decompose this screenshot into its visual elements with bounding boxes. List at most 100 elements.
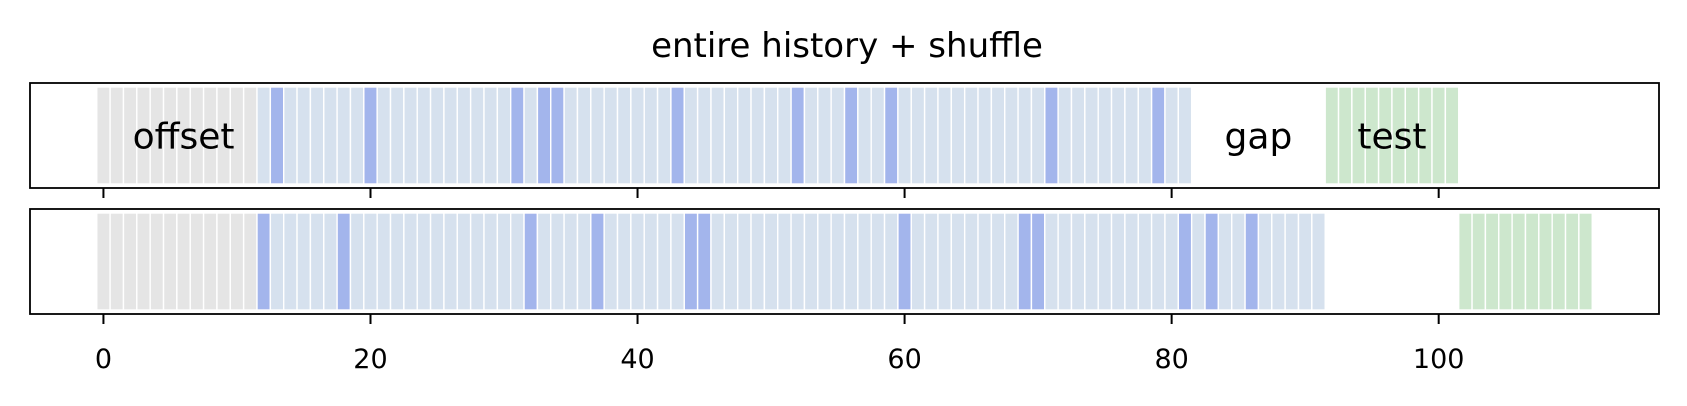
annotation-gap: gap [1225,117,1293,158]
train-cell-80 [1164,86,1180,185]
train-cell-57 [857,86,872,185]
train-cell-60 [897,86,912,185]
train-cell-70 [1030,86,1046,185]
validation-cell-81 [1177,212,1193,311]
train-cell-51 [777,86,792,185]
train-cell-62 [923,86,939,185]
train-cell-12 [256,86,272,185]
train-cell-47 [723,212,739,311]
train-cell-76 [1110,212,1126,311]
train-cell-56 [843,212,859,311]
train-cell-35 [563,212,579,311]
train-cell-42 [656,86,672,185]
train-cell-52 [790,212,806,311]
train-cell-45 [696,86,712,185]
train-cell-40 [630,86,645,185]
annotation-test: test [1357,117,1426,158]
train-cell-77 [1124,86,1139,185]
validation-cell-83 [1204,212,1220,311]
train-cell-46 [710,212,726,311]
train-cell-23 [403,212,418,311]
test-cell-106 [1511,212,1527,311]
x-tick-label-20: 20 [353,344,387,375]
validation-cell-43 [670,86,685,185]
train-cell-65 [963,212,979,311]
offset-cell-0 [96,212,111,311]
chart-title: entire history + shuffle [651,26,1043,66]
train-cell-79 [1150,212,1166,311]
offset-cell-2 [122,212,138,311]
train-cell-64 [950,212,966,311]
train-cell-28 [469,212,485,311]
validation-cell-12 [256,212,272,311]
validation-cell-86 [1244,212,1260,311]
train-cell-24 [416,212,432,311]
train-cell-36 [576,86,592,185]
train-cell-74 [1084,86,1099,185]
train-cell-30 [496,86,512,185]
train-cell-25 [429,86,445,185]
train-cell-21 [376,86,392,185]
train-cell-68 [1004,212,1019,311]
train-cell-40 [630,212,645,311]
train-cell-16 [309,212,325,311]
validation-cell-31 [509,86,525,185]
train-cell-67 [990,212,1006,311]
train-cell-78 [1137,212,1153,311]
train-cell-13 [269,212,285,311]
validation-cell-56 [843,86,859,185]
offset-cell-7 [189,212,205,311]
offset-cell-6 [176,212,191,311]
train-cell-90 [1297,212,1313,311]
train-cell-73 [1070,212,1086,311]
train-cell-19 [349,86,365,185]
offset-cell-1 [109,86,125,185]
train-cell-23 [403,86,418,185]
train-cell-69 [1017,86,1033,185]
train-cell-62 [923,212,939,311]
offset-cell-9 [216,212,231,311]
train-cell-54 [817,86,832,185]
train-cell-48 [736,212,752,311]
train-cell-22 [389,212,405,311]
validation-cell-71 [1044,86,1059,185]
train-cell-80 [1164,212,1180,311]
train-cell-39 [616,86,632,185]
panel-frame [29,82,1660,189]
train-cell-71 [1044,212,1059,311]
offset-cell-4 [149,212,165,311]
test-cell-104 [1484,212,1500,311]
train-cell-21 [376,212,392,311]
train-cell-65 [963,86,979,185]
train-cell-75 [1097,212,1113,311]
train-cell-49 [750,212,766,311]
train-cell-59 [883,212,899,311]
train-cell-37 [590,86,605,185]
train-cell-53 [803,86,819,185]
train-cell-28 [469,86,485,185]
test-cell-108 [1538,212,1553,311]
train-cell-74 [1084,212,1099,311]
offset-cell-8 [202,212,218,311]
train-cell-41 [643,86,659,185]
validation-cell-45 [696,212,712,311]
train-cell-29 [483,212,499,311]
panel-frame [29,208,1660,315]
train-cell-55 [830,212,846,311]
train-cell-17 [323,212,338,311]
validation-cell-52 [790,86,806,185]
train-cell-58 [870,86,886,185]
test-cell-110 [1564,212,1580,311]
train-cell-85 [1231,212,1246,311]
train-cell-72 [1057,86,1073,185]
x-axis: 0 20 40 60 80 100 [95,188,1464,375]
train-cell-35 [563,86,579,185]
train-cell-76 [1110,86,1126,185]
train-cell-53 [803,212,819,311]
train-cell-27 [456,212,472,311]
train-cell-77 [1124,212,1139,311]
test-cell-103 [1471,212,1487,311]
train-cell-16 [309,86,325,185]
offset-cell-11 [242,86,258,185]
train-cell-75 [1097,86,1113,185]
